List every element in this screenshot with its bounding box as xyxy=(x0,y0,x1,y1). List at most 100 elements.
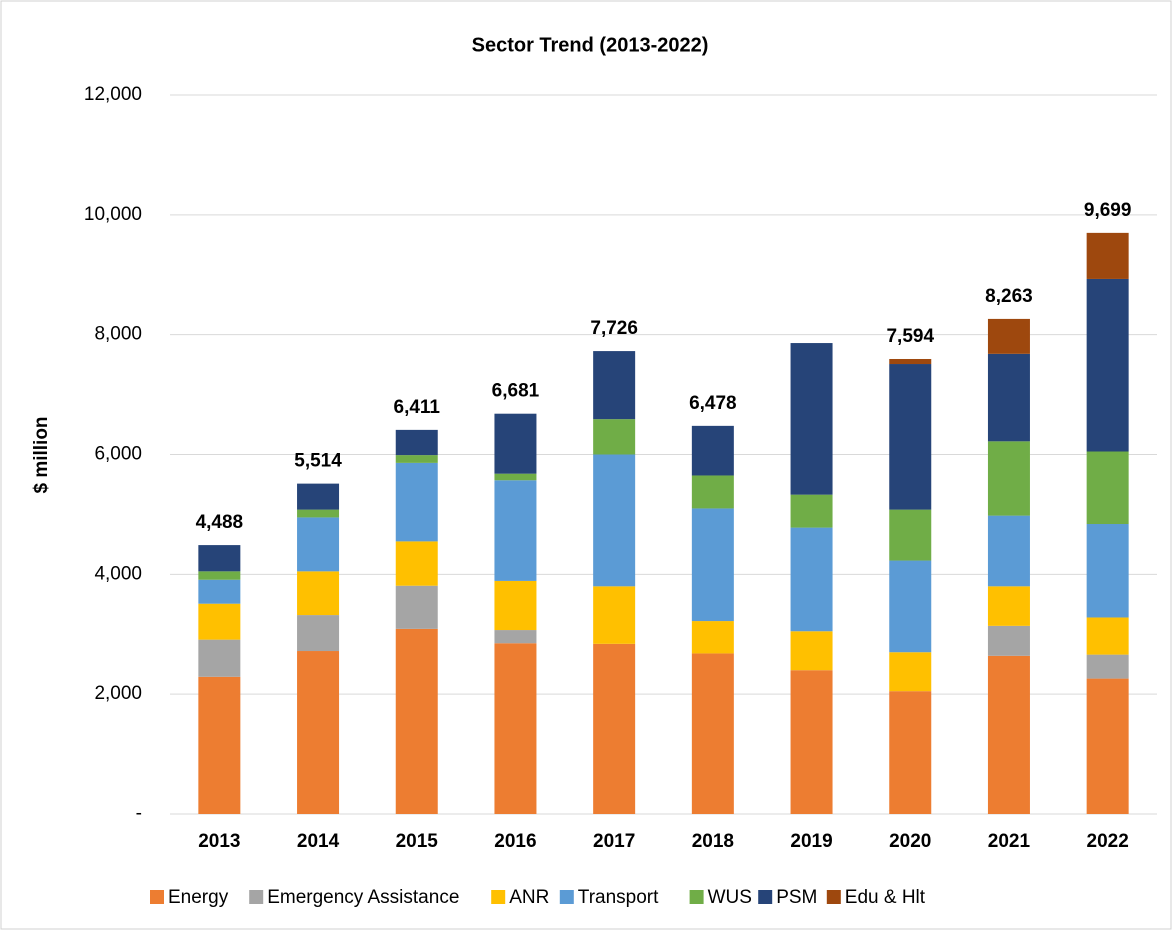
bar-segment xyxy=(790,631,833,671)
legend-swatch xyxy=(758,890,773,904)
bar-segment xyxy=(297,651,340,814)
bar-segment xyxy=(790,343,833,495)
x-tick-label: 2022 xyxy=(1087,831,1129,852)
bar-segment xyxy=(691,508,734,622)
x-tick-label: 2021 xyxy=(988,831,1031,852)
x-tick-label: 2017 xyxy=(593,831,635,852)
bar-segment xyxy=(790,527,833,632)
bar-segment xyxy=(593,643,636,814)
bar-segment xyxy=(593,351,636,420)
legend-swatch xyxy=(689,890,704,904)
bar-segment xyxy=(1086,678,1129,814)
bar-segment xyxy=(889,652,932,692)
legend-label: Transport xyxy=(578,887,659,908)
bar-segment xyxy=(691,653,734,814)
total-label: 4,488 xyxy=(196,512,244,533)
bar-segment xyxy=(494,643,537,814)
total-label: 6,478 xyxy=(689,393,737,414)
bar-segment xyxy=(593,419,636,455)
bar-segment xyxy=(889,358,932,365)
x-tick-label: 2020 xyxy=(889,831,931,852)
total-label: 9,699 xyxy=(1084,200,1132,221)
total-label: 7,594 xyxy=(886,326,934,347)
bar-segment xyxy=(790,670,833,814)
y-tick-label: 12,000 xyxy=(84,84,142,105)
legend-swatch xyxy=(150,890,164,904)
bar-segment xyxy=(198,571,241,580)
bar-segment xyxy=(297,615,340,652)
legend-swatch xyxy=(249,890,264,904)
bar-segment xyxy=(889,560,932,653)
total-label: 6,681 xyxy=(492,381,540,402)
y-tick-label: 6,000 xyxy=(94,444,142,465)
bar-segment xyxy=(790,494,833,528)
legend-label: Emergency Assistance xyxy=(267,887,459,908)
bar-segment xyxy=(889,364,932,510)
bar-segment xyxy=(494,630,537,644)
total-label: 8,263 xyxy=(985,286,1033,307)
bar-segment xyxy=(691,475,734,509)
bar-segment xyxy=(987,353,1030,442)
bar-segment xyxy=(987,441,1030,516)
bar-segment xyxy=(297,517,340,572)
bar-segment xyxy=(297,509,340,518)
total-label: 5,514 xyxy=(294,451,342,472)
bar-segment xyxy=(395,585,438,629)
bar-segment xyxy=(395,462,438,542)
bar-segment xyxy=(198,545,241,572)
bar-segment xyxy=(1086,232,1129,279)
x-tick-label: 2016 xyxy=(494,831,536,852)
bar-segment xyxy=(297,483,340,510)
x-tick-label: 2015 xyxy=(396,831,439,852)
bar-segment xyxy=(691,425,734,476)
bar-segment xyxy=(395,628,438,814)
y-tick-label: - xyxy=(136,803,142,824)
bar-segment xyxy=(198,603,241,640)
bar-segment xyxy=(494,480,537,581)
bar-segment xyxy=(889,509,932,561)
legend-label: WUS xyxy=(708,887,752,908)
bar-segment xyxy=(395,429,438,456)
bar-segment xyxy=(987,655,1030,814)
legend-label: Edu & Hlt xyxy=(845,887,926,908)
x-tick-label: 2019 xyxy=(790,831,832,852)
y-tick-label: 10,000 xyxy=(84,204,142,225)
x-tick-label: 2013 xyxy=(198,831,240,852)
bar-segment xyxy=(1086,654,1129,679)
legend-label: Energy xyxy=(168,887,229,908)
legend-swatch xyxy=(491,890,506,904)
legend-label: ANR xyxy=(509,887,549,908)
bar-segment xyxy=(987,318,1030,354)
bar-segment xyxy=(395,455,438,463)
bar-segment xyxy=(1086,451,1129,525)
y-tick-label: 2,000 xyxy=(94,683,142,704)
bar-segment xyxy=(987,586,1030,626)
bar-segment xyxy=(593,586,636,644)
legend-label: PSM xyxy=(776,887,817,908)
bar-segment xyxy=(987,625,1030,656)
bar-segment xyxy=(198,676,241,814)
legend-swatch xyxy=(826,890,841,904)
y-tick-label: 8,000 xyxy=(94,324,142,345)
bar-segment xyxy=(691,621,734,654)
bar-segment xyxy=(889,691,932,814)
bar-segment xyxy=(297,571,340,616)
bar-segment xyxy=(198,579,241,604)
bar-segment xyxy=(395,541,438,586)
bar-segment xyxy=(494,580,537,631)
total-label: 7,726 xyxy=(590,318,638,339)
y-axis-label: $ million xyxy=(31,416,52,493)
y-tick-label: 4,000 xyxy=(94,563,142,584)
x-tick-label: 2018 xyxy=(692,831,734,852)
bar-segment xyxy=(987,515,1030,587)
bar-segment xyxy=(494,473,537,481)
x-tick-label: 2014 xyxy=(297,831,340,852)
bar-segment xyxy=(593,454,636,587)
bar-segment xyxy=(1086,617,1129,655)
bar-segment xyxy=(494,413,537,474)
total-label: 6,411 xyxy=(394,397,441,418)
chart-title: Sector Trend (2013-2022) xyxy=(472,34,709,56)
bar-segment xyxy=(198,639,241,677)
